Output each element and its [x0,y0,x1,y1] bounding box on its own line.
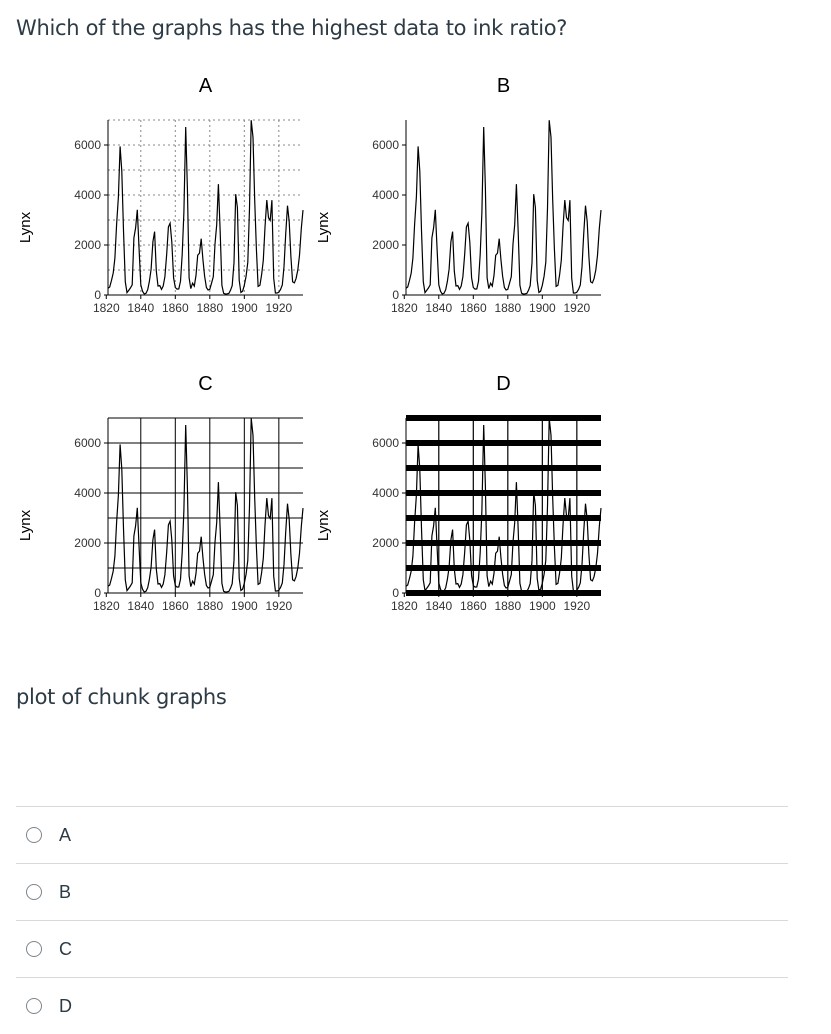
lynx-series-line [405,120,602,295]
x-tick-label: 1880 [494,301,521,315]
panel-title: D [496,373,510,395]
question-text: Which of the graphs has the highest data… [16,16,568,40]
lynx-series-line [405,418,602,593]
x-tick-label: 1820 [391,599,418,613]
option-d-label: D [59,995,72,1016]
option-c-label: C [59,938,72,959]
x-tick-label: 1860 [162,301,189,315]
x-tick-label: 1920 [563,301,590,315]
y-tick-label: 0 [94,288,101,302]
x-tick-label: 1820 [93,599,120,613]
answer-options: A B C D [16,806,788,1034]
x-tick-label: 1900 [529,301,556,315]
y-tick-label: 4000 [74,188,101,202]
y-axis-label: Lynx [315,211,332,243]
panel-d: D Lynx 0 2000 4000 6000 1820 1840 1860 1880 1900 19… [315,373,602,613]
y-tick-label: 4000 [372,188,399,202]
panel-title: C [198,373,212,395]
panel-title: A [199,75,213,97]
y-tick-label: 2000 [372,238,399,252]
x-tick-label: 1820 [93,301,120,315]
option-d[interactable]: D [16,978,788,1034]
x-tick-label: 1820 [391,301,418,315]
y-axis-label: Lynx [315,509,332,541]
x-tick-label: 1920 [563,599,590,613]
x-tick-label: 1840 [425,599,452,613]
y-tick-label: 6000 [372,436,399,450]
y-tick-label: 2000 [74,536,101,550]
y-tick-label: 4000 [74,486,101,500]
lynx-series-line [107,418,304,593]
option-divider [16,977,788,978]
radio-a[interactable] [26,827,42,843]
y-tick-label: 6000 [372,138,399,152]
x-tick-label: 1860 [162,599,189,613]
option-c[interactable]: C [16,921,788,977]
y-tick-label: 2000 [372,536,399,550]
option-divider [16,863,788,864]
panel-title: B [497,75,510,97]
x-tick-label: 1840 [127,301,154,315]
figure-caption: plot of chunk graphs [16,685,227,709]
radio-d[interactable] [26,998,42,1014]
option-divider [16,806,788,807]
x-tick-label: 1880 [196,599,223,613]
y-axis-label: Lynx [17,509,34,541]
y-tick-label: 0 [392,288,399,302]
radio-c[interactable] [26,941,42,957]
x-tick-label: 1860 [460,301,487,315]
chunk-graphs-figure: A Lynx 0 2000 4000 6000 1820 1840 1860 1880 1900 19… [17,75,602,613]
y-tick-label: 0 [94,586,101,600]
panel-c: C Lynx 0 2000 4000 6000 1820 1840 1860 1880 1900 19… [17,373,304,613]
x-tick-label: 1880 [494,599,521,613]
option-divider [16,920,788,921]
option-a-label: A [59,824,72,845]
x-tick-label: 1900 [231,599,258,613]
x-tick-label: 1900 [231,301,258,315]
x-tick-label: 1920 [265,301,292,315]
y-tick-label: 0 [392,586,399,600]
y-tick-label: 4000 [372,486,399,500]
y-tick-label: 2000 [74,238,101,252]
panel-a: A Lynx 0 2000 4000 6000 1820 1840 1860 1880 1900 19… [17,75,304,315]
x-tick-label: 1840 [127,599,154,613]
radio-b[interactable] [26,884,42,900]
x-tick-label: 1840 [425,301,452,315]
y-axis-label: Lynx [17,211,34,243]
option-a[interactable]: A [16,807,788,863]
lynx-series-line [107,120,304,295]
x-tick-label: 1920 [265,599,292,613]
panel-b: B Lynx 0 2000 4000 6000 1820 1840 1860 1880 1900 19… [315,75,602,315]
x-tick-label: 1860 [460,599,487,613]
y-tick-label: 6000 [74,138,101,152]
option-b[interactable]: B [16,864,788,920]
x-tick-label: 1880 [196,301,223,315]
option-b-label: B [59,881,72,902]
x-tick-label: 1900 [529,599,556,613]
y-tick-label: 6000 [74,436,101,450]
